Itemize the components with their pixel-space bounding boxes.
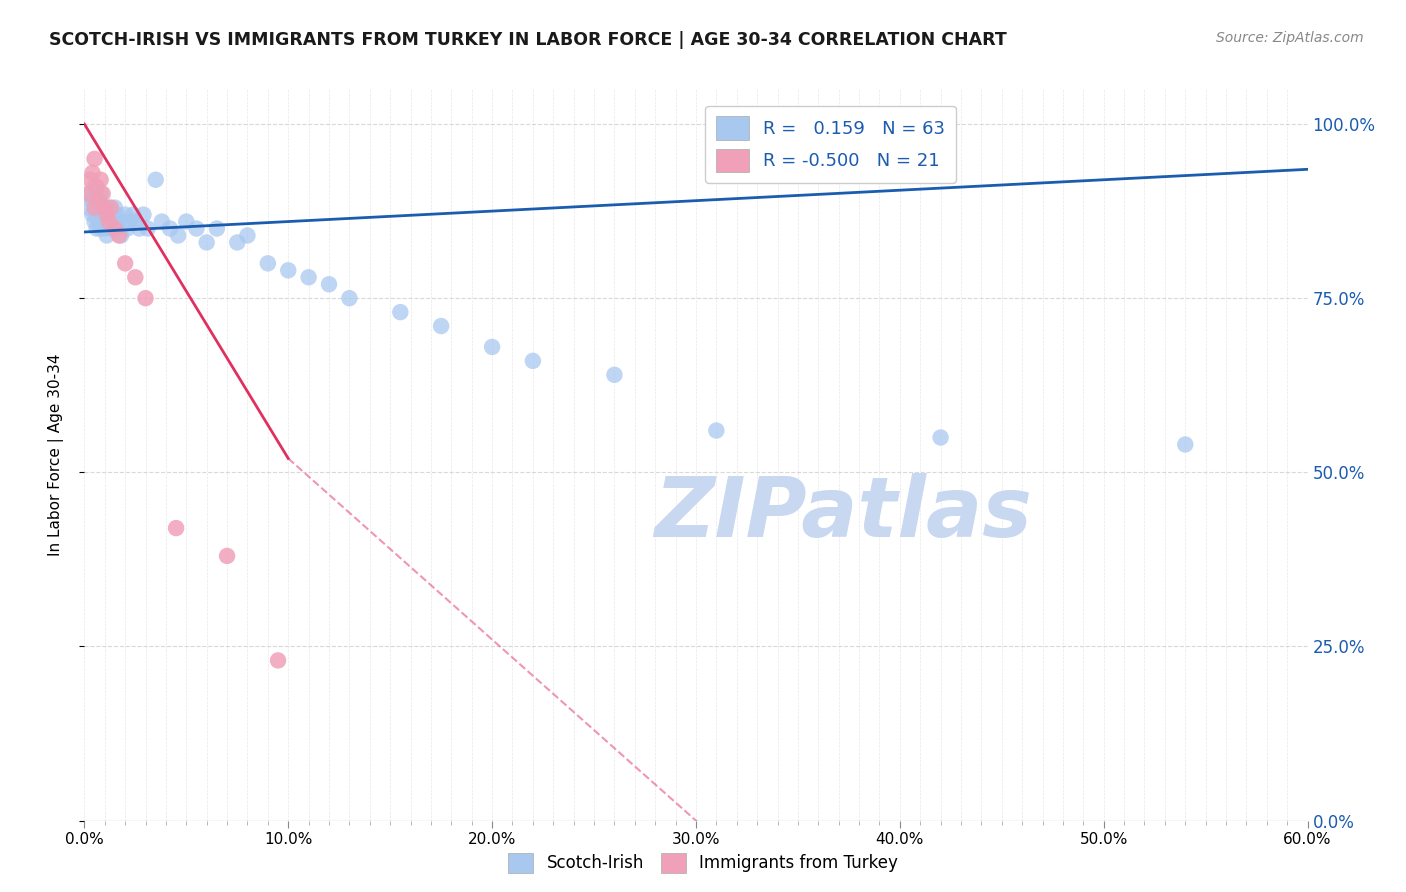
Point: [83, 201, 105, 215]
Point: [226, 235, 249, 250]
Point: [195, 235, 218, 250]
Point: [205, 221, 228, 235]
Point: [77, 186, 100, 201]
Point: [93, 221, 115, 235]
Point: [90, 208, 112, 222]
Point: [124, 270, 146, 285]
Point: [136, 221, 159, 235]
Point: [132, 208, 155, 222]
Point: [603, 368, 626, 382]
Point: [108, 228, 131, 243]
Point: [90, 221, 112, 235]
Point: [389, 305, 412, 319]
Point: [82, 208, 104, 222]
Point: [124, 214, 146, 228]
Point: [77, 201, 100, 215]
Point: [217, 549, 239, 563]
Point: [82, 194, 104, 208]
Point: [93, 208, 115, 222]
Point: [122, 208, 145, 222]
Point: [87, 214, 110, 228]
Point: [86, 221, 108, 235]
Point: [110, 228, 132, 243]
Point: [86, 201, 108, 215]
Point: [83, 152, 105, 166]
Legend: Scotch-Irish, Immigrants from Turkey: Scotch-Irish, Immigrants from Turkey: [502, 847, 904, 880]
Point: [79, 173, 101, 187]
Point: [706, 424, 728, 438]
Point: [79, 186, 101, 201]
Point: [97, 214, 120, 228]
Point: [118, 214, 141, 228]
Point: [481, 340, 503, 354]
Point: [83, 179, 105, 194]
Point: [97, 214, 120, 228]
Point: [167, 228, 190, 243]
Point: [1174, 437, 1197, 451]
Point: [114, 256, 136, 270]
Point: [174, 214, 197, 228]
Y-axis label: In Labor Force | Age 30-34: In Labor Force | Age 30-34: [48, 353, 63, 557]
Point: [115, 221, 138, 235]
Text: SCOTCH-IRISH VS IMMIGRANTS FROM TURKEY IN LABOR FORCE | AGE 30-34 CORRELATION CH: SCOTCH-IRISH VS IMMIGRANTS FROM TURKEY I…: [49, 31, 1007, 49]
Point: [83, 201, 105, 215]
Point: [87, 194, 110, 208]
Point: [277, 263, 299, 277]
Point: [90, 173, 112, 187]
Point: [135, 291, 157, 305]
Point: [97, 201, 120, 215]
Point: [159, 221, 181, 235]
Point: [298, 270, 321, 285]
Point: [96, 214, 118, 228]
Point: [91, 201, 114, 215]
Point: [96, 208, 118, 222]
Point: [100, 201, 122, 215]
Point: [100, 208, 122, 222]
Point: [96, 228, 118, 243]
Point: [93, 201, 115, 215]
Point: [104, 221, 127, 235]
Text: ZIPatlas: ZIPatlas: [654, 473, 1032, 554]
Point: [114, 208, 136, 222]
Point: [522, 354, 544, 368]
Point: [108, 214, 131, 228]
Point: [90, 186, 112, 201]
Point: [186, 221, 208, 235]
Point: [236, 228, 259, 243]
Point: [87, 194, 110, 208]
Point: [318, 277, 340, 292]
Point: [91, 186, 114, 201]
Point: [100, 221, 122, 235]
Point: [86, 179, 108, 194]
Point: [128, 221, 150, 235]
Point: [165, 521, 187, 535]
Point: [83, 214, 105, 228]
Point: [82, 166, 104, 180]
Point: [105, 208, 128, 222]
Point: [101, 214, 124, 228]
Point: [257, 256, 280, 270]
Point: [91, 214, 114, 228]
Point: [104, 221, 127, 235]
Point: [929, 430, 952, 444]
Point: [86, 208, 108, 222]
Point: [430, 319, 453, 334]
Legend: R =   0.159   N = 63, R = -0.500   N = 21: R = 0.159 N = 63, R = -0.500 N = 21: [706, 105, 956, 183]
Point: [339, 291, 361, 305]
Point: [93, 201, 115, 215]
Point: [267, 653, 290, 667]
Point: [104, 201, 127, 215]
Text: Source: ZipAtlas.com: Source: ZipAtlas.com: [1216, 31, 1364, 45]
Point: [150, 214, 173, 228]
Point: [145, 173, 167, 187]
